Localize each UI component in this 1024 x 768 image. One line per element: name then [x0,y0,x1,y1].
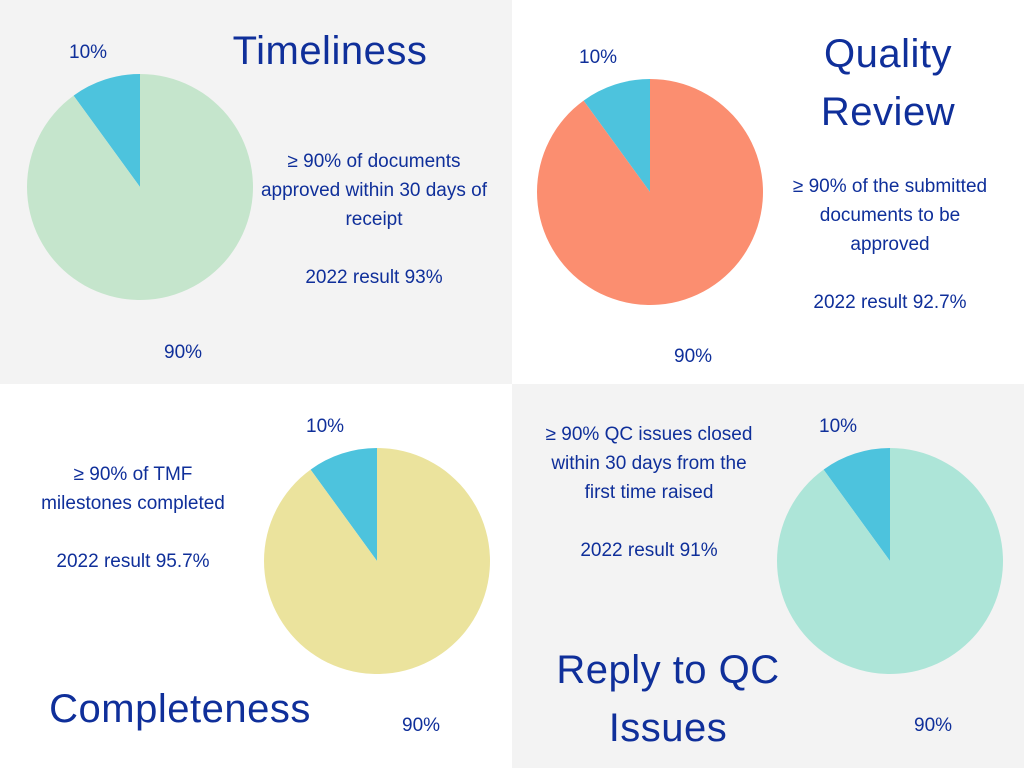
reply-qc-panel: Reply to QC Issues ≥ 90% QC issues close… [512,384,1024,768]
quality-review-title: Quality Review [820,32,956,134]
completeness-panel: Completeness ≥ 90% of TMF milestones com… [0,384,512,768]
completeness-label-small: 10% [306,416,345,437]
timeliness-description-text: ≥ 90% of documents approved within 30 da… [260,151,488,230]
quality-review-label-small: 10% [579,47,618,68]
quality-review-description-text: ≥ 90% of the submitted documents to be a… [792,176,988,255]
timeliness-slice-small [73,74,140,187]
completeness-title: Completeness [49,687,311,731]
completeness-slice-small [310,448,377,561]
completeness-slice-large [263,448,491,674]
completeness-pie [263,448,491,674]
reply-qc-description-text: ≥ 90% QC issues closed within 30 days fr… [545,424,753,503]
timeliness-label-large: 90% [164,342,203,363]
completeness-result: 2022 result 95.7% [56,551,210,572]
quality-review-result: 2022 result 92.7% [813,292,967,313]
reply-qc-label-large: 90% [914,715,953,736]
quality-review-label-large: 90% [674,346,713,367]
reply-qc-pie [777,448,1003,674]
quality-review-pie [537,79,763,305]
quality-review-slice-large [537,79,763,305]
timeliness-slice-large [26,74,253,300]
timeliness-panel: Timeliness ≥ 90% of documents approved w… [0,0,512,384]
reply-qc-slice-small [823,448,890,561]
timeliness-pie [26,74,253,300]
timeliness-title: Timeliness [232,29,428,73]
reply-qc-slice-large [777,448,1003,674]
timeliness-result: 2022 result 93% [305,267,443,288]
timeliness-label-small: 10% [69,42,108,63]
completeness-description: ≥ 90% of TMF milestones completed 2022 r… [28,460,238,576]
completeness-label-large: 90% [402,715,441,736]
reply-qc-title: Reply to QC Issues [556,648,780,750]
quality-review-description: ≥ 90% of the submitted documents to be a… [790,172,990,317]
reply-qc-result: 2022 result 91% [580,540,718,561]
quality-review-slice-small [583,79,650,192]
timeliness-description: ≥ 90% of documents approved within 30 da… [256,147,492,292]
reply-qc-label-small: 10% [819,416,858,437]
quality-review-panel: Quality Review ≥ 90% of the submitted do… [512,0,1024,384]
reply-qc-description: ≥ 90% QC issues closed within 30 days fr… [542,420,756,565]
completeness-description-text: ≥ 90% of TMF milestones completed [41,464,225,514]
